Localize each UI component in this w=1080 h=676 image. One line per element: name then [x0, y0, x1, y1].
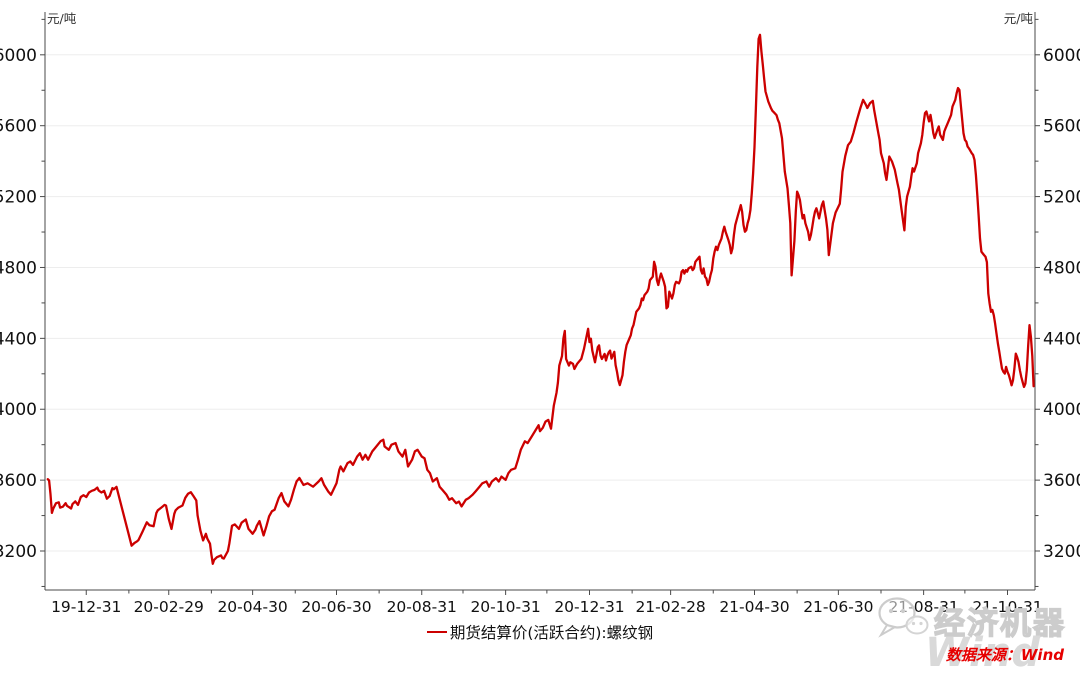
- x-tick-labels: 19-12-31 20-02-29 20-04-30 20-06-30 20-08-31…: [51, 598, 1043, 616]
- legend: 期货结算价(活跃合约):螺纹钢: [0, 621, 1080, 643]
- y-axis-unit-right: 元/吨: [1003, 11, 1033, 26]
- svg-text:20-04-30: 20-04-30: [217, 598, 287, 616]
- svg-text:4800: 4800: [0, 258, 37, 278]
- svg-text:20-06-30: 20-06-30: [301, 598, 371, 616]
- svg-text:19-12-31: 19-12-31: [51, 598, 121, 616]
- svg-text:21-10-31: 21-10-31: [972, 598, 1042, 616]
- svg-text:3200: 3200: [0, 542, 37, 562]
- x-ticks: [85, 590, 1008, 595]
- y-ticks: [40, 18, 1040, 587]
- axes: [44, 12, 1036, 591]
- svg-text:4400: 4400: [1043, 329, 1080, 349]
- svg-text:3200: 3200: [1043, 542, 1080, 562]
- svg-text:20-10-31: 20-10-31: [470, 598, 540, 616]
- data-source-label: 数据来源：Wind: [945, 646, 1064, 664]
- svg-text:20-08-31: 20-08-31: [387, 598, 457, 616]
- series-line: [46, 33, 1035, 565]
- svg-text:21-04-30: 21-04-30: [719, 598, 789, 616]
- gridlines: [45, 54, 1035, 552]
- svg-text:20-02-29: 20-02-29: [134, 598, 204, 616]
- legend-label: 期货结算价(活跃合约):螺纹钢: [449, 624, 654, 642]
- svg-text:4000: 4000: [0, 400, 37, 420]
- svg-text:5200: 5200: [0, 188, 37, 208]
- svg-text:4000: 4000: [1043, 400, 1080, 420]
- y-axis-unit-left: 元/吨: [47, 11, 77, 26]
- svg-text:5200: 5200: [1043, 188, 1080, 208]
- svg-text:4800: 4800: [1043, 258, 1080, 278]
- svg-text:21-08-31: 21-08-31: [888, 598, 958, 616]
- legend-line-swatch: [426, 631, 447, 633]
- svg-text:20-12-31: 20-12-31: [554, 598, 624, 616]
- svg-text:21-02-28: 21-02-28: [635, 598, 705, 616]
- svg-text:21-06-30: 21-06-30: [803, 598, 873, 616]
- svg-text:4400: 4400: [0, 329, 37, 349]
